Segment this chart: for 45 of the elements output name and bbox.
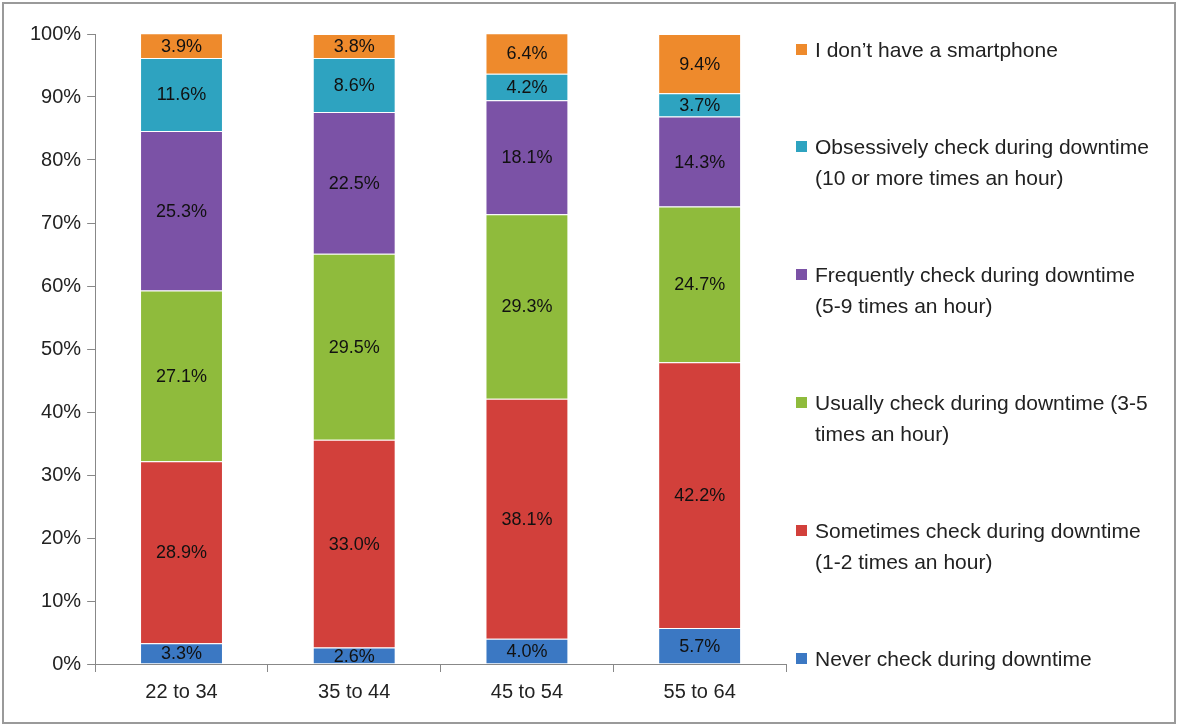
data-label: 28.9%: [155, 542, 208, 563]
y-tick-label: 20%: [41, 525, 82, 548]
data-label: 2.6%: [333, 645, 375, 666]
data-label: 25.3%: [155, 200, 208, 221]
data-label: 33.0%: [328, 533, 380, 554]
y-tick-label: 50%: [41, 336, 82, 359]
legend-label: Sometimes check during downtime (1-2 times an hour): [815, 518, 1142, 575]
data-label: 38.1%: [501, 508, 553, 529]
data-label: 8.6%: [333, 75, 375, 95]
data-label: 3.3%: [160, 643, 203, 664]
data-label: 24.7%: [674, 274, 726, 295]
data-label: 42.2%: [674, 485, 726, 506]
x-tick-label: 35 to 44: [318, 679, 391, 702]
data-label: 3.9%: [160, 35, 203, 56]
legend-label: Frequently check during downtime (5-9 times an hour): [815, 262, 1136, 319]
legend-label: I don’t have a smartphone: [815, 37, 1058, 63]
data-label: 9.4%: [679, 53, 721, 74]
x-tick-label: 22 to 34: [145, 679, 218, 702]
data-label: 6.4%: [506, 43, 548, 64]
x-tick-label: 45 to 54: [490, 679, 564, 702]
data-label: 27.1%: [155, 365, 208, 386]
data-label: 18.1%: [501, 147, 553, 168]
data-label: 14.3%: [674, 151, 726, 172]
data-label: 11.6%: [156, 84, 207, 105]
data-label: 5.7%: [679, 635, 721, 656]
data-label: 4.2%: [506, 76, 548, 97]
y-tick-label: 30%: [41, 462, 82, 485]
y-tick-label: 10%: [41, 588, 82, 611]
data-label: 29.3%: [501, 296, 553, 317]
data-label: 3.7%: [679, 94, 721, 115]
data-label: 4.0%: [506, 641, 548, 662]
y-tick-label: 70%: [41, 210, 82, 233]
y-tick-label: 40%: [41, 399, 82, 422]
data-label: 22.5%: [328, 172, 380, 193]
y-tick-label: 60%: [41, 273, 82, 296]
y-tick-label: 90%: [41, 84, 82, 107]
x-tick-label: 55 to 64: [663, 679, 736, 702]
legend-label: Usually check during downtime (3-5 times an hour): [815, 390, 1149, 447]
legend-label: Obsessively check during downtime (10 or more times an hour): [815, 134, 1150, 191]
y-tick-label: 80%: [41, 147, 82, 170]
y-tick-label: 100%: [30, 21, 82, 44]
data-label: 29.5%: [328, 336, 380, 357]
y-tick-label: 0%: [52, 651, 82, 674]
data-label: 3.8%: [333, 35, 375, 56]
legend-label: Never check during downtime: [815, 646, 1092, 672]
